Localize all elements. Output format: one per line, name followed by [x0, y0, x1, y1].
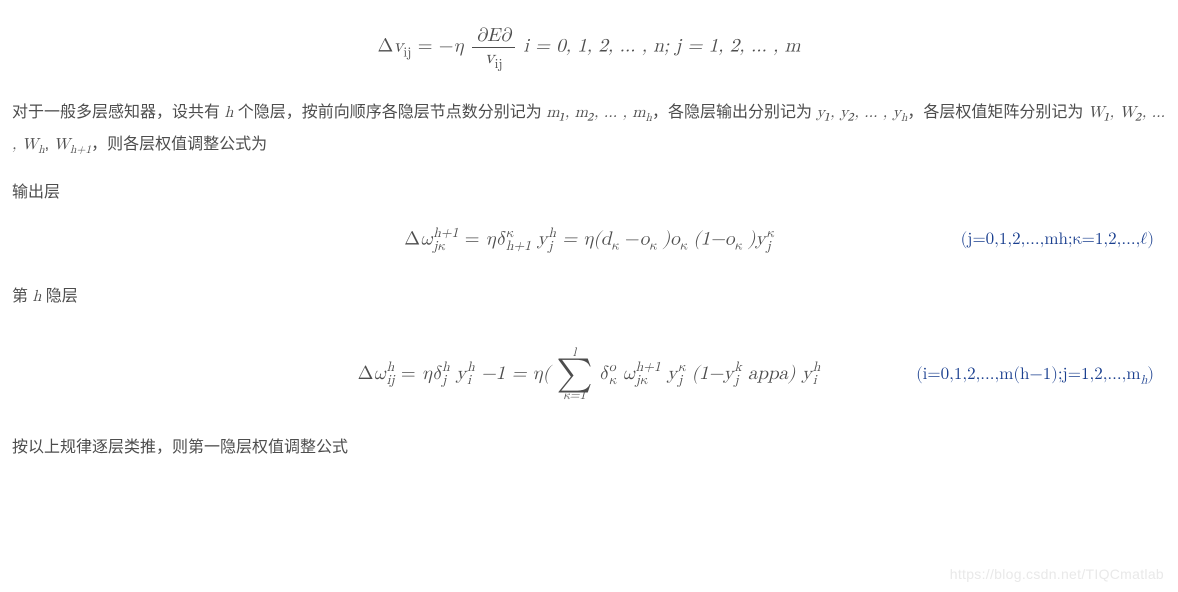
eq1-ij: ij — [403, 45, 411, 59]
equation-3: Δωhij = ηδhj yhi −1 = η( l ∑ κ=1 δoκ ωh+… — [12, 347, 1166, 402]
equation-2-tag: (j=0,1,2,…,mh;κ=1,2,…,ℓ) — [961, 230, 1154, 250]
label-output-layer: 输出层 — [12, 177, 1166, 209]
label-hidden-layer-h: 第 h 隐层 — [12, 281, 1166, 313]
eq1-v: v — [393, 36, 403, 55]
eq1-eta: η — [454, 36, 464, 55]
summation-symbol: l ∑ κ=1 — [556, 347, 592, 402]
eq1-delta: Δ — [378, 36, 394, 55]
watermark-text: https://blog.csdn.net/TIQCmatlab — [950, 566, 1164, 582]
eq1-fraction: ∂E∂ vij — [472, 26, 515, 69]
eq1-range: i = 0, 1, 2, … , n; j = 1, 2, … , m — [524, 36, 801, 55]
paragraph-first-hidden-layer: 按以上规律逐层类推，则第一隐层权值调整公式 — [12, 432, 1166, 464]
eq1-neg: − — [439, 36, 454, 55]
equation-3-tag: (i=0,1,2,…,m(h−1);j=1,2,…,mh) — [916, 365, 1154, 385]
equation-2: Δωh+1jκ = ηδκh+1 yhj = η(dκ −oκ )oκ (1−o… — [12, 227, 1166, 253]
equation-1: Δvij = −η ∂E∂ vij i = 0, 1, 2, … , n; j … — [12, 26, 1166, 69]
paragraph-mlp-description: 对于一般多层感知器，设共有 h 个隐层，按前向顺序各隐层节点数分别记为 m₁, … — [12, 97, 1166, 161]
eq1-eq: = — [418, 36, 439, 55]
